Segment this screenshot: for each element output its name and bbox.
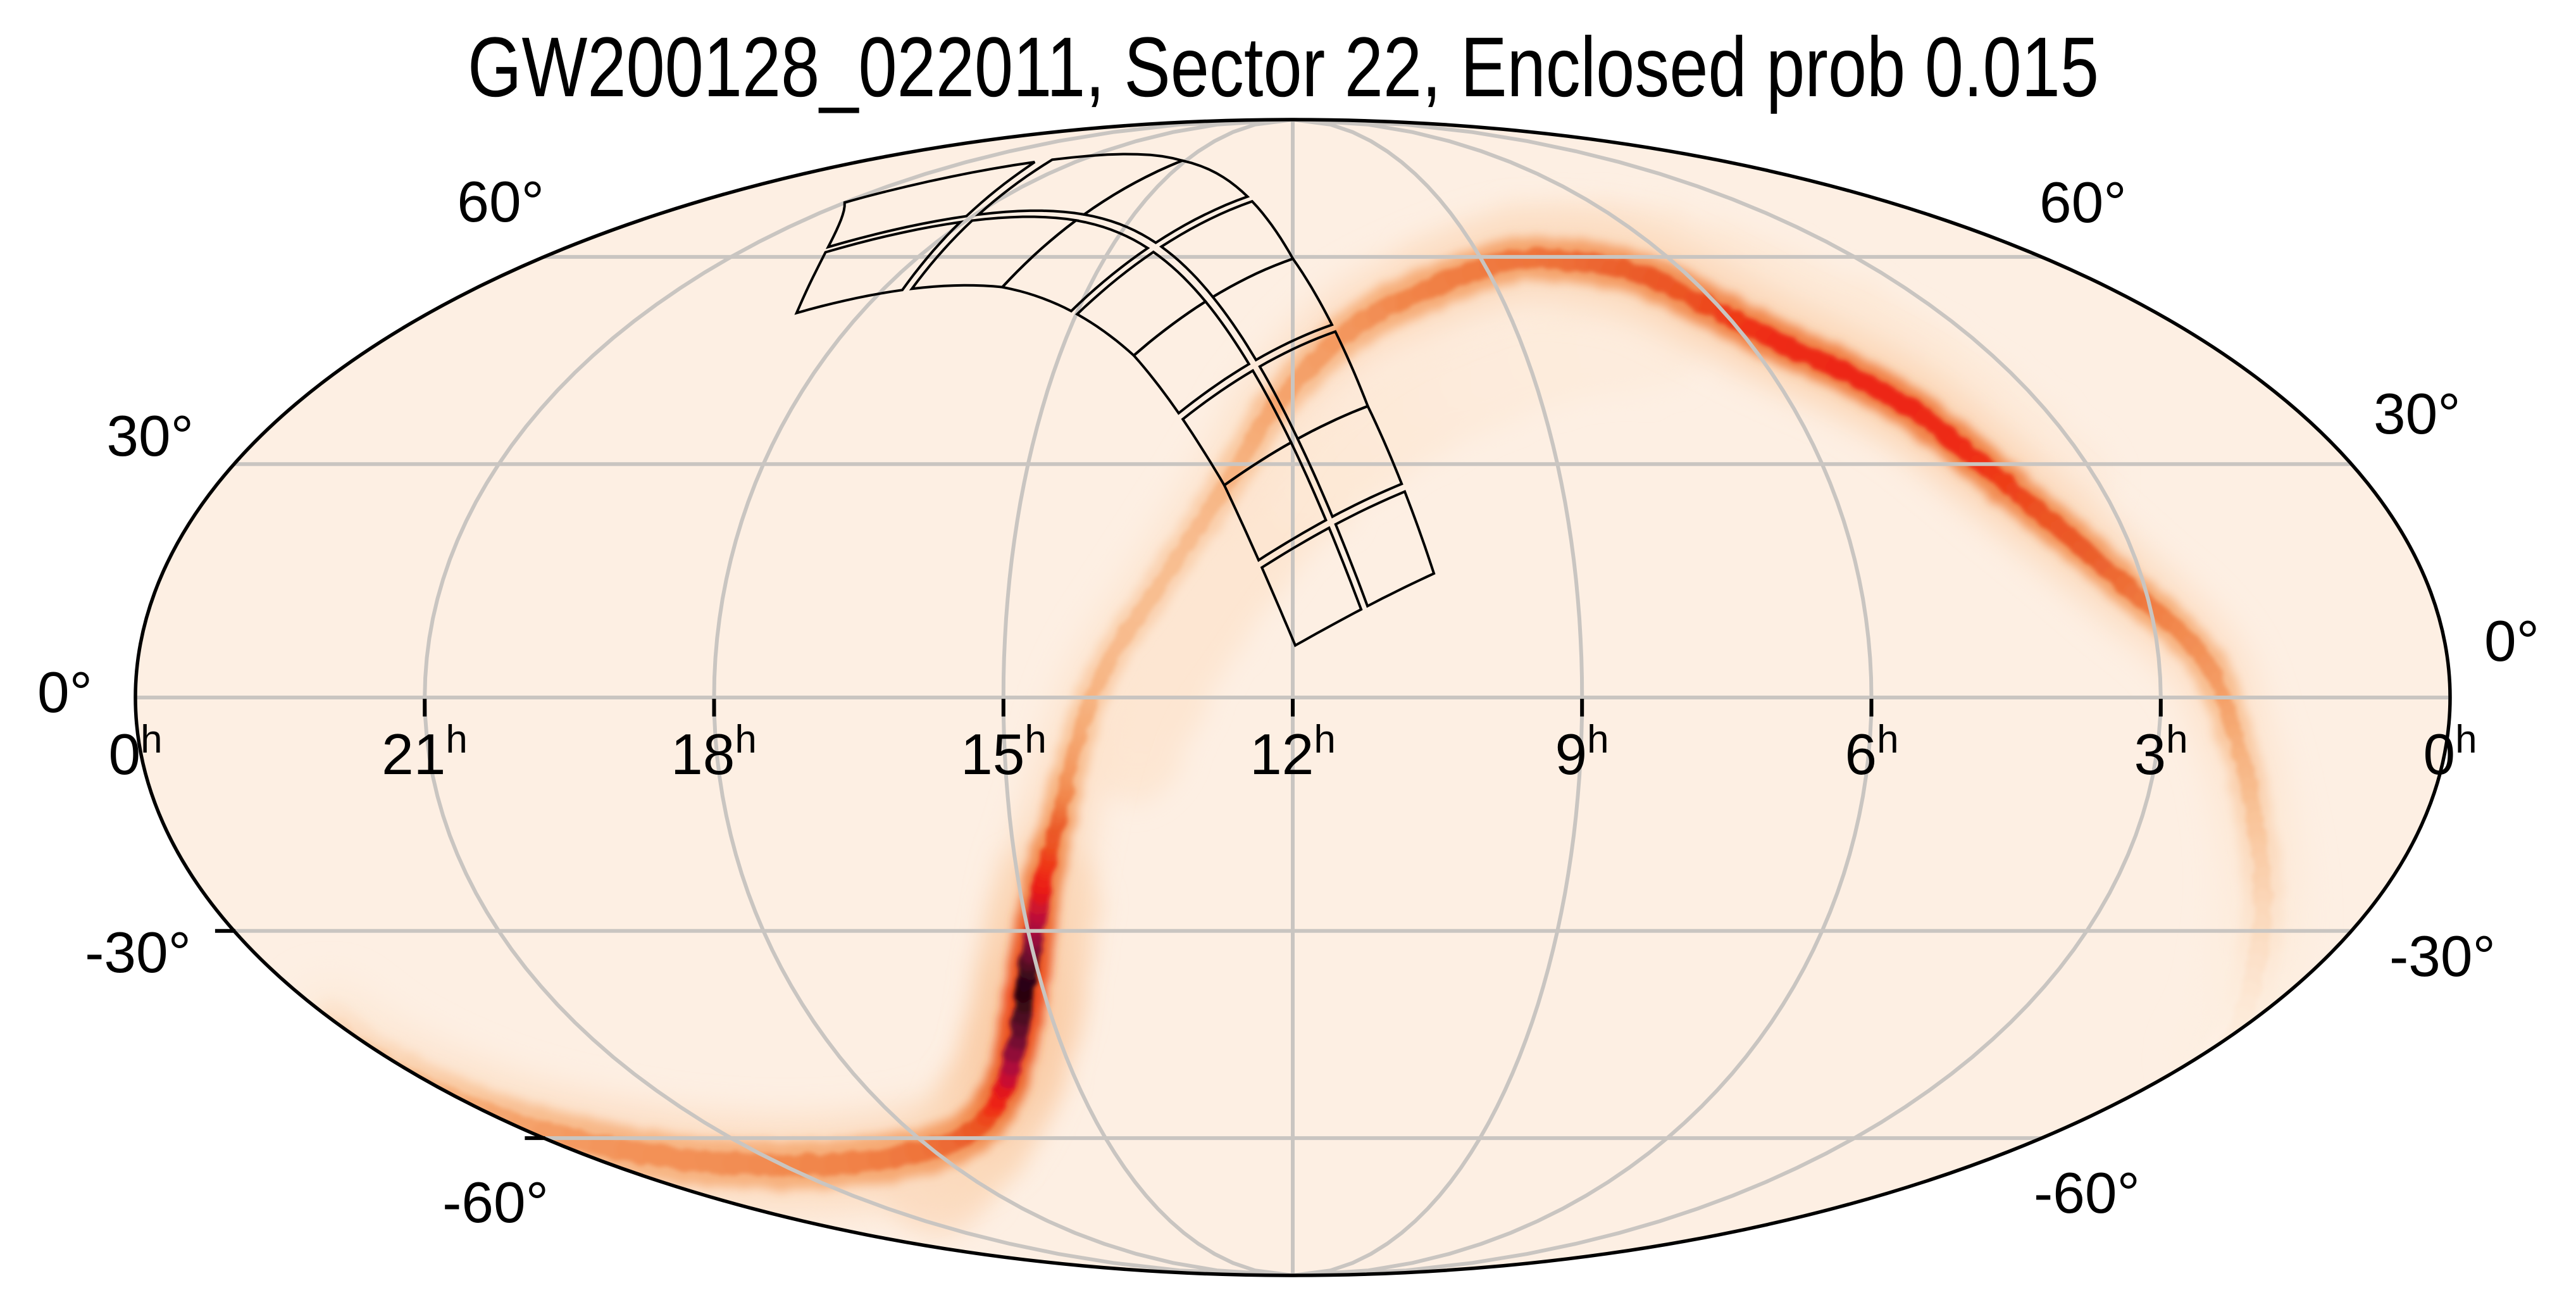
- svg-text:3h: 3h: [2134, 718, 2187, 787]
- svg-text:0°: 0°: [2484, 610, 2539, 673]
- svg-text:GW200128_022011, Sector 22, En: GW200128_022011, Sector 22, Enclosed pro…: [468, 20, 2099, 115]
- svg-text:-60°: -60°: [442, 1171, 549, 1235]
- svg-text:30°: 30°: [2374, 382, 2461, 446]
- svg-text:60°: 60°: [457, 170, 544, 234]
- svg-text:60°: 60°: [2039, 171, 2127, 235]
- svg-text:-60°: -60°: [2034, 1161, 2140, 1225]
- svg-text:-30°: -30°: [85, 921, 191, 985]
- svg-text:0°: 0°: [37, 661, 92, 725]
- svg-text:12h: 12h: [1250, 718, 1336, 787]
- svg-text:0h: 0h: [108, 718, 162, 787]
- svg-text:30°: 30°: [106, 404, 194, 468]
- svg-text:-30°: -30°: [2389, 925, 2496, 989]
- svg-text:18h: 18h: [671, 718, 757, 787]
